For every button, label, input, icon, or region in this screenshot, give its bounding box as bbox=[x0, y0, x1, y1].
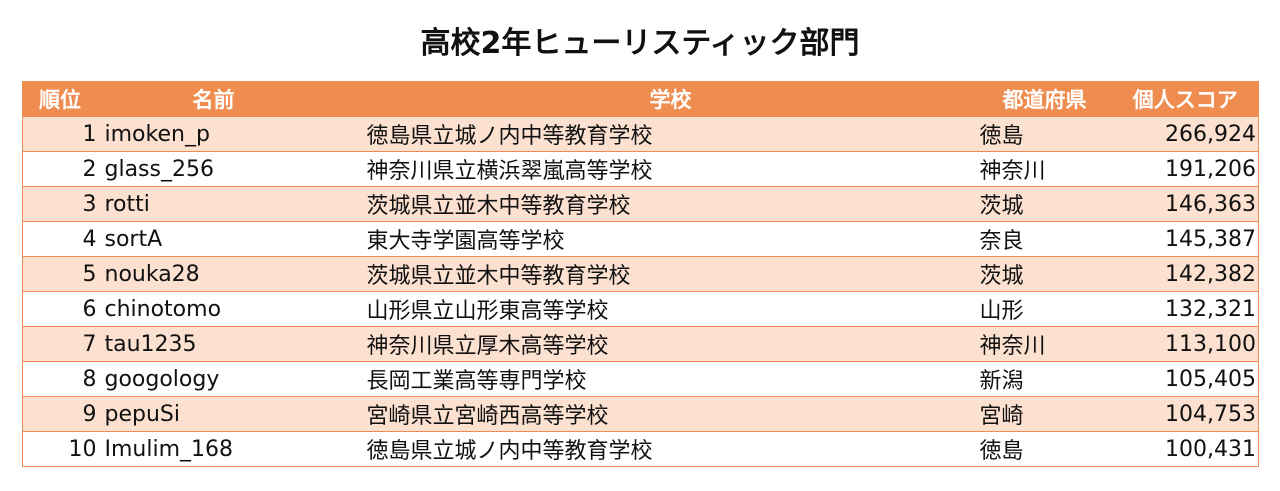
pref-cell: 奈良 bbox=[976, 221, 1113, 257]
rank-cell: 6 bbox=[22, 291, 103, 327]
table-body: 1 imoken_p 徳島県立城ノ内中等教育学校 徳島 266,924 2 glass_25… bbox=[22, 116, 1259, 467]
school-cell: 神奈川県立横浜翠嵐高等学校 bbox=[364, 151, 977, 187]
pref-cell: 徳島 bbox=[976, 116, 1113, 152]
pref-cell: 茨城 bbox=[976, 186, 1113, 222]
table-row: 9 pepuSi 宮崎県立宮崎西高等学校 宮崎 104,753 bbox=[22, 396, 1259, 432]
score-cell: 132,321 bbox=[1112, 291, 1259, 327]
rank-cell: 5 bbox=[22, 256, 103, 292]
header-cell: 個人スコア bbox=[1112, 81, 1259, 117]
name-cell: glass_256 bbox=[102, 151, 365, 187]
pref-cell: 新潟 bbox=[976, 361, 1113, 397]
name-cell: imoken_p bbox=[102, 116, 365, 152]
score-cell: 191,206 bbox=[1112, 151, 1259, 187]
school-cell: 長岡工業高等専門学校 bbox=[364, 361, 977, 397]
school-cell: 茨城県立並木中等教育学校 bbox=[364, 186, 977, 222]
table-row: 6 chinotomo 山形県立山形東高等学校 山形 132,321 bbox=[22, 291, 1259, 327]
score-cell: 146,363 bbox=[1112, 186, 1259, 222]
name-cell: sortA bbox=[102, 221, 365, 257]
school-cell: 東大寺学園高等学校 bbox=[364, 221, 977, 257]
score-cell: 145,387 bbox=[1112, 221, 1259, 257]
header-cell: 学校 bbox=[364, 81, 977, 117]
name-cell: tau1235 bbox=[102, 326, 365, 362]
title: 高校2年ヒューリスティック部門 bbox=[420, 26, 860, 61]
name-cell: chinotomo bbox=[102, 291, 365, 327]
pref-cell: 神奈川 bbox=[976, 326, 1113, 362]
school-cell: 神奈川県立厚木高等学校 bbox=[364, 326, 977, 362]
table-row: 8 googology 長岡工業高等専門学校 新潟 105,405 bbox=[22, 361, 1259, 397]
header-cell: 順位 bbox=[22, 81, 103, 117]
table-row: 5 nouka28 茨城県立並木中等教育学校 茨城 142,382 bbox=[22, 256, 1259, 292]
score-cell: 142,382 bbox=[1112, 256, 1259, 292]
rank-cell: 9 bbox=[22, 396, 103, 432]
pref-cell: 宮崎 bbox=[976, 396, 1113, 432]
ranking-table: 順位 名前 学校 都道府県 個人スコア 1 imoken_p 徳島県立城ノ内中等教育… bbox=[22, 81, 1259, 467]
pref-cell: 茨城 bbox=[976, 256, 1113, 292]
school-cell: 山形県立山形東高等学校 bbox=[364, 291, 977, 327]
score-cell: 104,753 bbox=[1112, 396, 1259, 432]
rank-cell: 1 bbox=[22, 116, 103, 152]
header-cell: 都道府県 bbox=[976, 81, 1113, 117]
school-cell: 徳島県立城ノ内中等教育学校 bbox=[364, 431, 977, 467]
school-cell: 宮崎県立宮崎西高等学校 bbox=[364, 396, 977, 432]
school-cell: 徳島県立城ノ内中等教育学校 bbox=[364, 116, 977, 152]
score-cell: 105,405 bbox=[1112, 361, 1259, 397]
table-row: 3 rotti 茨城県立並木中等教育学校 茨城 146,363 bbox=[22, 186, 1259, 222]
table-row: 10 Imulim_168 徳島県立城ノ内中等教育学校 徳島 100,431 bbox=[22, 431, 1259, 467]
table-row: 7 tau1235 神奈川県立厚木高等学校 神奈川 113,100 bbox=[22, 326, 1259, 362]
rank-cell: 8 bbox=[22, 361, 103, 397]
score-cell: 100,431 bbox=[1112, 431, 1259, 467]
name-cell: pepuSi bbox=[102, 396, 365, 432]
school-cell: 茨城県立並木中等教育学校 bbox=[364, 256, 977, 292]
score-cell: 266,924 bbox=[1112, 116, 1259, 152]
pref-cell: 神奈川 bbox=[976, 151, 1113, 187]
table-row: 1 imoken_p 徳島県立城ノ内中等教育学校 徳島 266,924 bbox=[22, 116, 1259, 152]
rank-cell: 7 bbox=[22, 326, 103, 362]
score-cell: 113,100 bbox=[1112, 326, 1259, 362]
name-cell: Imulim_168 bbox=[102, 431, 365, 467]
table-row: 4 sortA 東大寺学園高等学校 奈良 145,387 bbox=[22, 221, 1259, 257]
name-cell: googology bbox=[102, 361, 365, 397]
header-cell: 名前 bbox=[102, 81, 365, 117]
rank-cell: 4 bbox=[22, 221, 103, 257]
name-cell: rotti bbox=[102, 186, 365, 222]
header-row: 順位 名前 学校 都道府県 個人スコア bbox=[22, 81, 1259, 117]
rank-cell: 2 bbox=[22, 151, 103, 187]
pref-cell: 徳島 bbox=[976, 431, 1113, 467]
rank-cell: 10 bbox=[22, 431, 103, 467]
pref-cell: 山形 bbox=[976, 291, 1113, 327]
name-cell: nouka28 bbox=[102, 256, 365, 292]
table-row: 2 glass_256 神奈川県立横浜翠嵐高等学校 神奈川 191,206 bbox=[22, 151, 1259, 187]
rank-cell: 3 bbox=[22, 186, 103, 222]
